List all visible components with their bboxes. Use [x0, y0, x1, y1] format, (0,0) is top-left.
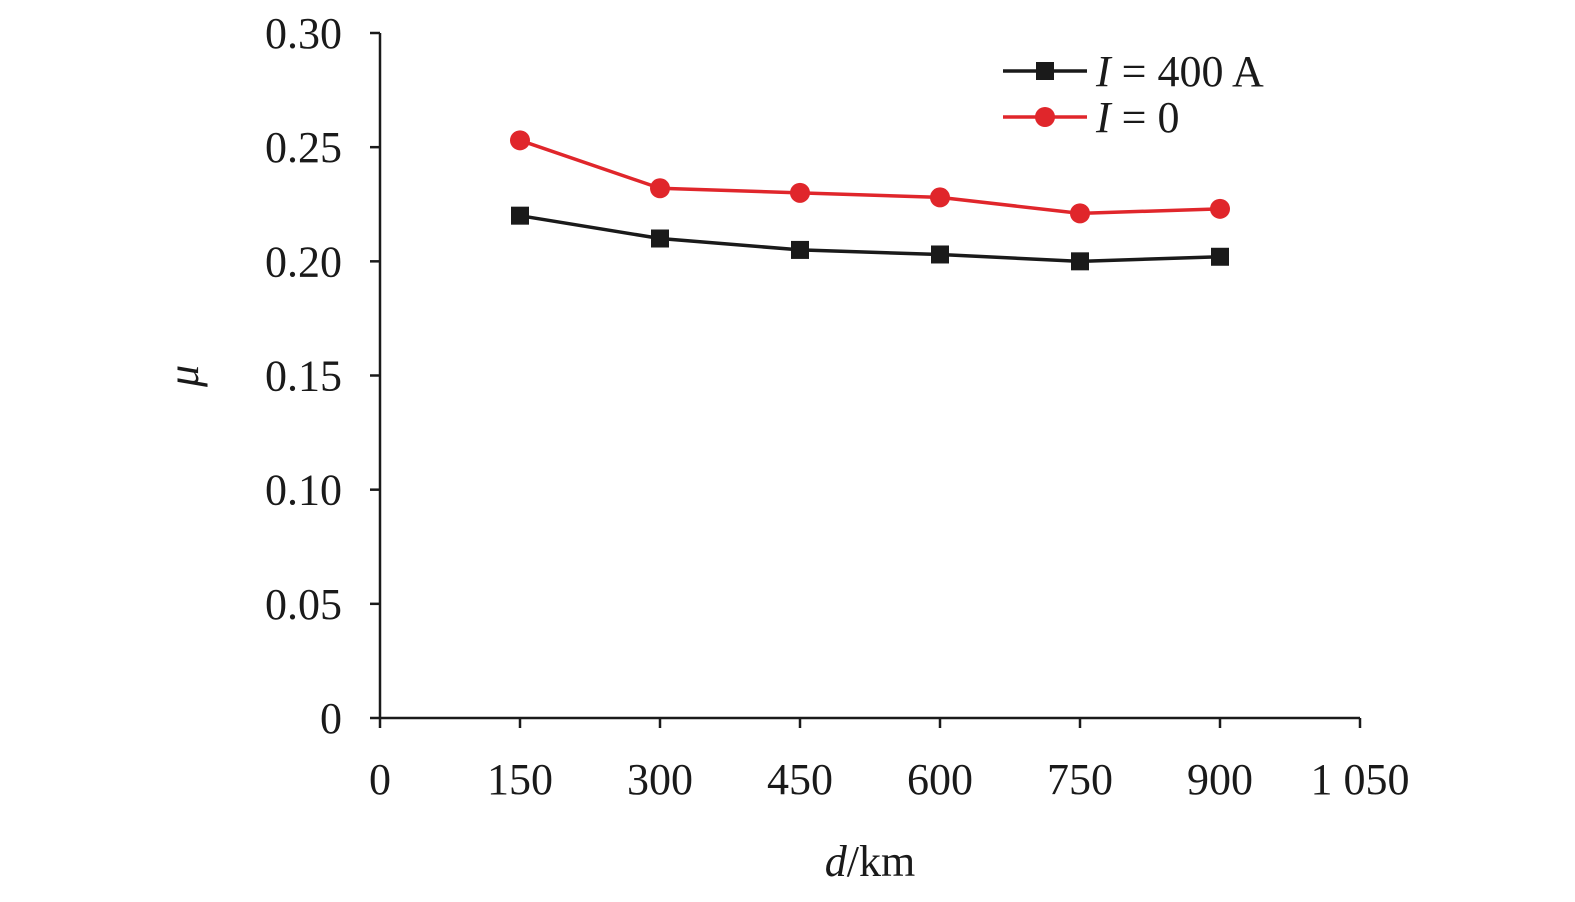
y-tick-label: 0.30 — [265, 9, 342, 58]
x-axis-label: d/km — [825, 837, 915, 886]
legend-item-2: I = 0 — [1003, 93, 1179, 142]
y-ticks: 0 0.05 0.10 0.15 0.20 0.25 0.30 — [265, 9, 380, 743]
y-tick-label: 0.20 — [265, 237, 342, 286]
series-2-point — [930, 187, 950, 208]
y-tick-label: 0.25 — [265, 123, 342, 172]
legend-label-rest: = 0 — [1111, 93, 1180, 142]
legend-label-var: I — [1095, 47, 1113, 96]
legend-label: I = 0 — [1095, 93, 1179, 142]
series-2 — [510, 130, 1230, 224]
legend-marker — [1035, 107, 1055, 127]
series-1-point — [1211, 247, 1229, 266]
series-2-line — [519, 138, 1221, 216]
series-1-point — [511, 206, 529, 225]
x-tick-label: 300 — [627, 755, 693, 804]
series-2-point — [1210, 198, 1230, 219]
x-axis-label-unit: /km — [847, 837, 915, 886]
legend-label-var: I — [1095, 93, 1113, 142]
legend-label-rest: = 400 A — [1111, 47, 1264, 96]
series-1-line — [519, 213, 1221, 264]
y-tick-label: 0 — [320, 694, 342, 743]
series-2-point — [650, 178, 670, 199]
series-2-point — [510, 130, 530, 151]
series-1 — [511, 206, 1229, 271]
x-tick-label: 600 — [907, 755, 973, 804]
legend-item-1: I = 400 A — [1003, 47, 1264, 96]
x-axis-label-var: d — [825, 837, 848, 886]
x-tick-label: 900 — [1187, 755, 1253, 804]
y-tick-label: 0.05 — [265, 580, 342, 629]
x-ticks: 0 150 300 450 600 750 900 1 050 — [369, 718, 1410, 804]
series-1-point — [651, 229, 669, 248]
y-tick-label: 0.10 — [265, 466, 342, 515]
legend: I = 400 AI = 0 — [1003, 47, 1264, 142]
legend-marker — [1036, 62, 1054, 80]
y-tick-label: 0.15 — [265, 352, 342, 401]
y-axis-label: μ — [159, 365, 208, 388]
axes: 0 0.05 0.10 0.15 0.20 0.25 0.30 0 150 300 450 600 7… — [265, 9, 1410, 804]
legend-label: I = 400 A — [1095, 47, 1264, 96]
series-layer — [510, 130, 1230, 271]
x-tick-label: 0 — [369, 755, 391, 804]
series-1-point — [791, 240, 809, 259]
series-1-point — [931, 245, 949, 264]
series-2-point — [1070, 203, 1090, 224]
series-1-point — [1071, 252, 1089, 271]
x-tick-label: 150 — [487, 755, 553, 804]
x-tick-label: 750 — [1047, 755, 1113, 804]
series-2-point — [790, 182, 810, 203]
x-tick-label: 450 — [767, 755, 833, 804]
x-tick-label: 1 050 — [1311, 755, 1410, 804]
